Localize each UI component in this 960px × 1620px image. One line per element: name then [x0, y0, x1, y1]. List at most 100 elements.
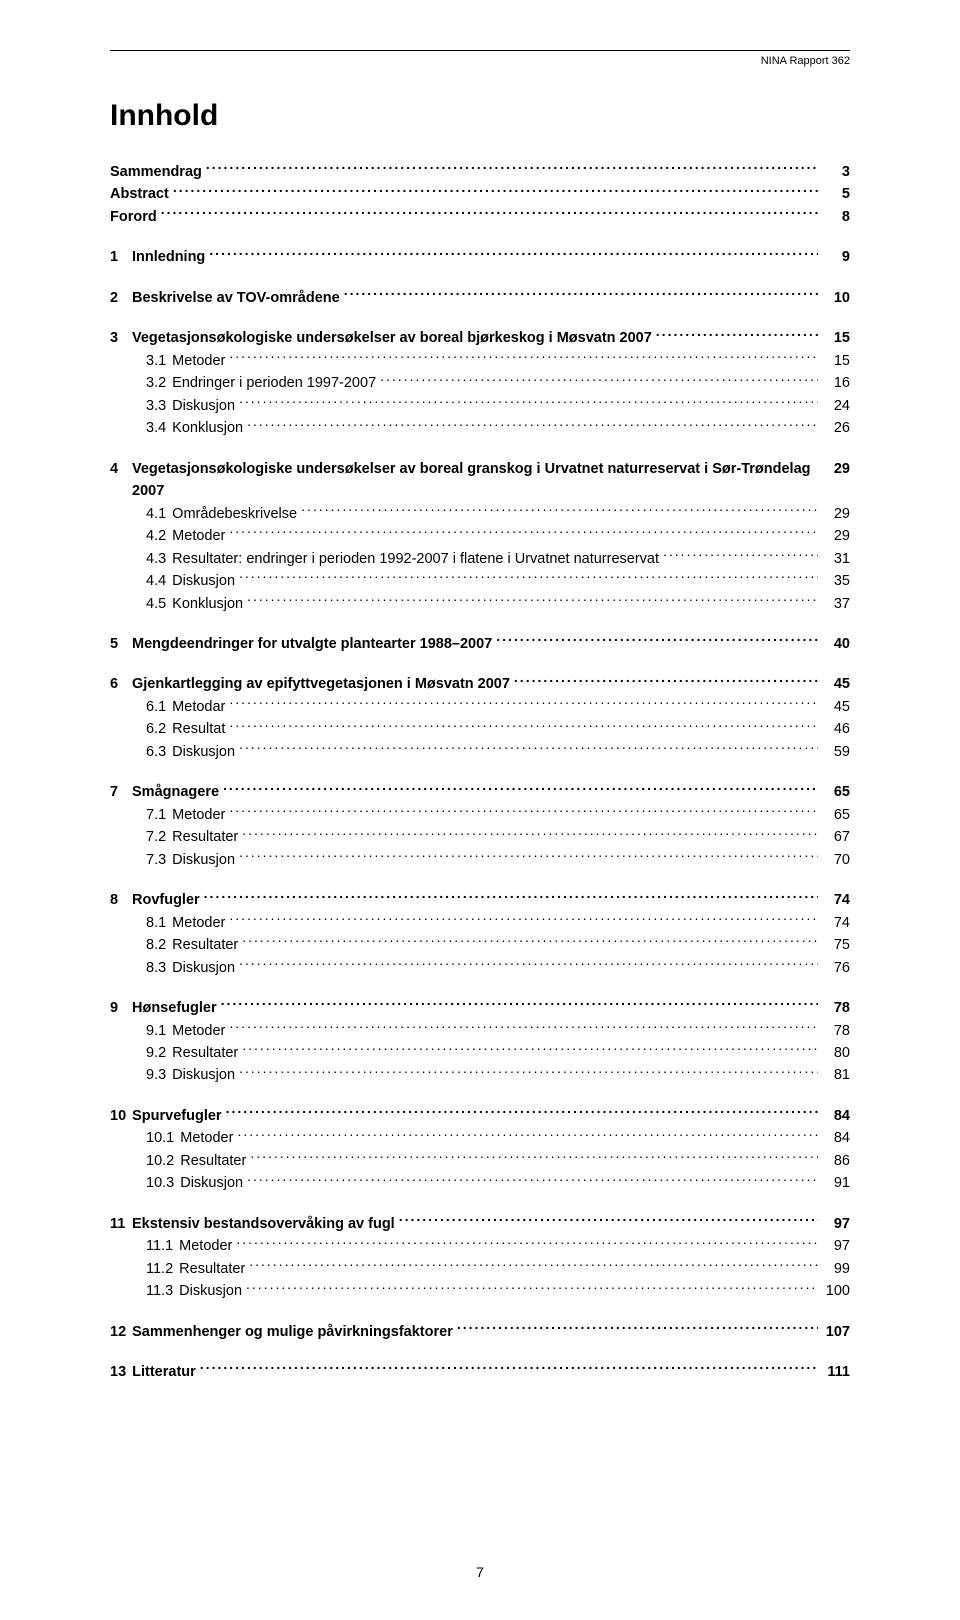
toc-entry-number: 7.1 — [146, 804, 172, 826]
toc-gap — [110, 1087, 850, 1105]
toc-entry: 8.1Metoder74 — [110, 912, 850, 934]
toc-entry: 6.2Resultat46 — [110, 718, 850, 740]
header-rule — [110, 50, 850, 51]
toc-entry-page: 81 — [818, 1064, 850, 1086]
toc-entry: Forord8 — [110, 206, 850, 228]
toc-entry-label: Litteratur — [132, 1361, 200, 1383]
toc-leader-dots — [242, 935, 818, 950]
toc-leader-dots — [239, 849, 818, 864]
toc-entry-page: 76 — [818, 957, 850, 979]
toc-entry-page: 9 — [818, 246, 850, 268]
toc-gap — [110, 228, 850, 246]
toc-entry: Sammendrag3 — [110, 161, 850, 183]
toc-entry: 13Litteratur111 — [110, 1361, 850, 1383]
toc-entry-label: Metoder — [172, 350, 229, 372]
toc-leader-dots — [344, 287, 818, 302]
toc-gap — [110, 871, 850, 889]
toc-entry-label: Mengdeendringer for utvalgte plantearter… — [132, 633, 496, 655]
toc-entry-page: 5 — [818, 183, 850, 205]
toc-entry-label: Resultater — [172, 1042, 242, 1064]
toc-entry-label: Smågnagere — [132, 781, 223, 803]
toc-entry-number: 3.3 — [146, 395, 172, 417]
toc-gap — [110, 655, 850, 673]
toc-entry: Abstract 5 — [110, 183, 850, 205]
toc-entry: 11.1Metoder97 — [110, 1235, 850, 1257]
toc-entry-page: 37 — [818, 593, 850, 615]
toc-entry-label: Diskusjon — [172, 395, 239, 417]
toc-entry-number: 7.3 — [146, 849, 172, 871]
toc-entry-page: 16 — [818, 372, 850, 394]
toc-entry-number: 4.3 — [146, 548, 172, 570]
toc-leader-dots — [226, 1105, 818, 1120]
toc-entry-page: 3 — [818, 161, 850, 183]
toc-entry-page: 26 — [818, 417, 850, 439]
toc-gap — [110, 440, 850, 458]
toc-entry-page: 15 — [818, 327, 850, 349]
toc-entry: 11Ekstensiv bestandsovervåking av fugl97 — [110, 1213, 850, 1235]
toc-leader-dots — [229, 719, 818, 734]
toc-leader-dots — [229, 526, 818, 541]
toc-entry-page: 15 — [818, 350, 850, 372]
toc-leader-dots — [250, 1150, 818, 1165]
toc-entry: 3.2Endringer i perioden 1997-200716 — [110, 372, 850, 394]
toc-entry: 9.2Resultater 80 — [110, 1042, 850, 1064]
toc-entry-number: 8.1 — [146, 912, 172, 934]
toc-entry-number: 11.3 — [146, 1280, 179, 1302]
toc-entry-number: 4 — [110, 458, 132, 480]
toc-entry-label: Metoder — [172, 525, 229, 547]
toc-leader-dots — [242, 1043, 818, 1058]
toc-leader-dots — [239, 741, 818, 756]
toc-entry-page: 70 — [818, 849, 850, 871]
toc-entry-page: 97 — [818, 1235, 850, 1257]
toc-leader-dots — [656, 328, 818, 343]
toc-entry: 3.3Diskusjon 24 — [110, 395, 850, 417]
toc-leader-dots — [229, 1020, 818, 1035]
toc-entry-label: Sammenhenger og mulige påvirkningsfaktor… — [132, 1321, 457, 1343]
toc-leader-dots — [229, 912, 818, 927]
toc-entry-number: 4.4 — [146, 570, 172, 592]
toc-entry: 6.1Metodar45 — [110, 696, 850, 718]
toc-leader-dots — [247, 1173, 818, 1188]
toc-entry-label: Konklusjon — [172, 593, 247, 615]
toc-entry-label: Diskusjon — [179, 1280, 246, 1302]
toc-leader-dots — [239, 957, 818, 972]
toc-entry-number: 4.1 — [146, 503, 172, 525]
toc-leader-dots — [229, 696, 818, 711]
toc-leader-dots — [496, 633, 818, 648]
toc-leader-dots — [239, 1065, 818, 1080]
toc-leader-dots — [204, 890, 818, 905]
toc-entry-page: 67 — [818, 826, 850, 848]
toc-entry: 7.3Diskusjon70 — [110, 849, 850, 871]
toc-entry: 4.1Områdebeskrivelse29 — [110, 503, 850, 525]
toc-entry: 4.2Metoder29 — [110, 525, 850, 547]
toc-entry: 3.4Konklusjon26 — [110, 417, 850, 439]
toc-entry-number: 9.3 — [146, 1064, 172, 1086]
toc-entry-page: 8 — [818, 206, 850, 228]
toc-entry-number: 10.3 — [146, 1172, 180, 1194]
toc-entry-page: 111 — [818, 1361, 850, 1383]
toc-entry-label: Diskusjon — [172, 570, 239, 592]
toc-entry-number: 9.2 — [146, 1042, 172, 1064]
toc-entry-label: Innledning — [132, 246, 209, 268]
toc-entry-number: 8.3 — [146, 957, 172, 979]
toc-entry-page: 80 — [818, 1042, 850, 1064]
toc-entry-label: Ekstensiv bestandsovervåking av fugl — [132, 1213, 399, 1235]
toc-entry-number: 2 — [110, 287, 132, 309]
toc-entry-label: Abstract — [110, 183, 173, 205]
page-number: 7 — [0, 1564, 960, 1580]
toc-gap — [110, 763, 850, 781]
toc-entry: 8.3Diskusjon76 — [110, 957, 850, 979]
toc-entry-label: Resultater — [172, 934, 242, 956]
toc-gap — [110, 1303, 850, 1321]
toc-entry-page: 29 — [818, 503, 850, 525]
toc-entry-label: Gjenkartlegging av epifyttvegetasjonen i… — [132, 673, 514, 695]
toc-leader-dots — [663, 548, 818, 563]
toc-entry-label: Metoder — [180, 1127, 237, 1149]
toc-entry-label: Diskusjon — [180, 1172, 247, 1194]
toc-entry-page: 100 — [818, 1280, 850, 1302]
toc-entry-label: Resultater — [179, 1258, 249, 1280]
toc-leader-dots — [247, 593, 818, 608]
toc-entry-page: 24 — [818, 395, 850, 417]
toc-entry: 10.2Resultater86 — [110, 1150, 850, 1172]
toc-entry-label: Metoder — [172, 804, 229, 826]
